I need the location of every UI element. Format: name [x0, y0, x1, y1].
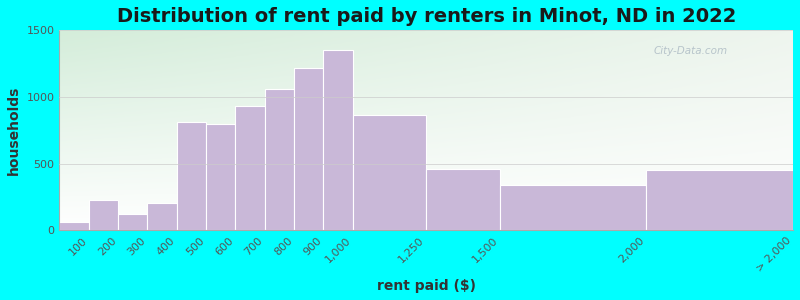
Bar [235, 106, 265, 230]
X-axis label: rent paid ($): rent paid ($) [377, 279, 476, 293]
Bar [206, 124, 235, 230]
Bar [118, 214, 147, 230]
Y-axis label: households: households [7, 85, 21, 175]
Text: City-Data.com: City-Data.com [654, 46, 728, 56]
Bar [353, 115, 426, 230]
Title: Distribution of rent paid by renters in Minot, ND in 2022: Distribution of rent paid by renters in … [117, 7, 736, 26]
Bar [323, 50, 353, 230]
Bar [89, 200, 118, 230]
Bar [265, 89, 294, 230]
Bar [499, 185, 646, 230]
Bar [147, 203, 177, 230]
Bar [177, 122, 206, 230]
Bar [59, 221, 89, 230]
Bar [426, 169, 499, 230]
Bar [646, 170, 793, 230]
Bar [294, 68, 323, 230]
